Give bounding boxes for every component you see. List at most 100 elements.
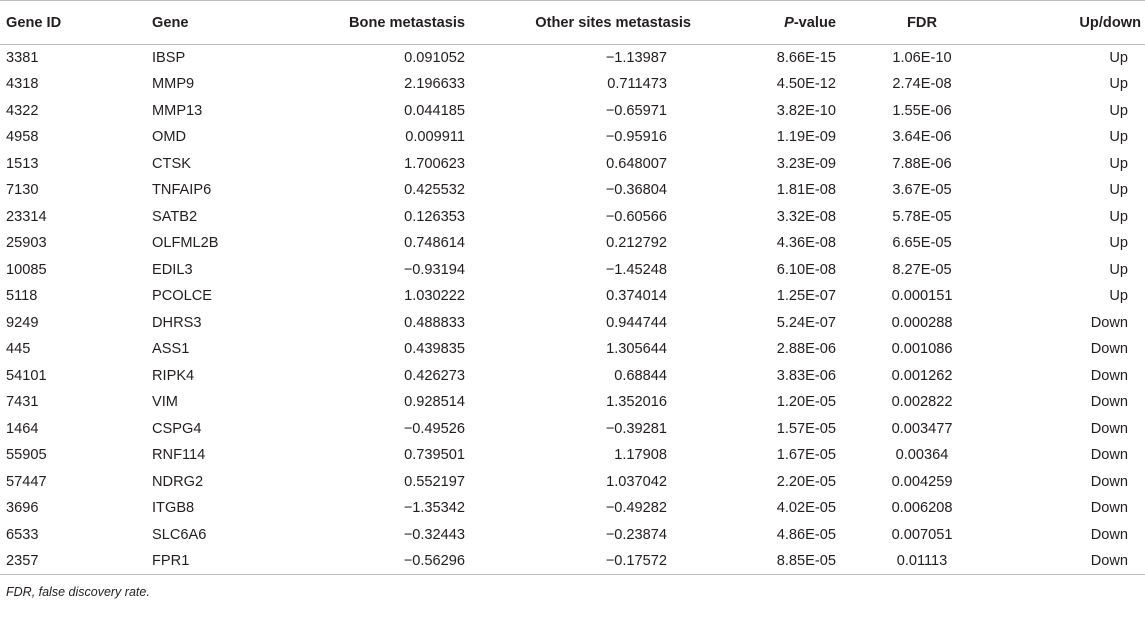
cell-gene-id: 4958 (6, 129, 39, 146)
cell-gene: DHRS3 (152, 314, 202, 331)
table-body: 3381 IBSP 0.091052 −1.13987 8.66E-15 1.06E-10… (0, 45, 1145, 575)
cell-fdr: 6.65E-05 (892, 235, 952, 252)
cell-gene: ASS1 (152, 341, 190, 358)
table-row: 54101 RIPK4 0.426273 0.68844 3.83E-06 0.00126… (0, 363, 1145, 390)
table-row: 23314 SATB2 0.126353 −0.60566 3.32E-08 5.78E-… (0, 204, 1145, 231)
cell-other-sites-metastasis: 0.944744 (606, 314, 667, 331)
cell-up-down: Down (1090, 500, 1128, 517)
cell-bone-metastasis: 0.739501 (404, 447, 465, 464)
cell-bone-metastasis: −0.32443 (403, 526, 465, 543)
cell-up-down: Down (1090, 367, 1128, 384)
cell-bone-metastasis: 1.030222 (404, 288, 465, 305)
table-row: 55905 RNF114 0.739501 1.17908 1.67E-05 0.0036… (0, 442, 1145, 469)
cell-gene: RIPK4 (152, 367, 195, 384)
cell-up-down: Up (1109, 235, 1128, 252)
table-row: 25903 OLFML2B 0.748614 0.212792 4.36E-08 6.65… (0, 230, 1145, 257)
cell-gene-id: 23314 (6, 208, 47, 225)
cell-gene-id: 9249 (6, 314, 39, 331)
cell-gene: NDRG2 (152, 473, 204, 490)
cell-bone-metastasis: 0.928514 (404, 394, 465, 411)
cell-gene-id: 2357 (0, 548, 146, 575)
cell-gene: RNF114 (152, 447, 206, 464)
cell-fdr: 8.27E-05 (892, 261, 952, 278)
cell-other-sites-metastasis: 1.305644 (606, 341, 667, 358)
table-row: 445 ASS1 0.439835 1.305644 2.88E-06 0.001086 D… (0, 336, 1145, 363)
cell-other-sites-metastasis: −0.49282 (605, 500, 667, 517)
cell-fdr: 7.88E-06 (892, 155, 952, 172)
cell-other-sites-metastasis: 0.711473 (607, 76, 667, 93)
header-fdr: FDR (847, 0, 997, 45)
header-gene: Gene (146, 0, 258, 45)
cell-p-value: 8.85E-05 (711, 548, 847, 575)
cell-p-value: 1.20E-05 (776, 394, 836, 411)
cell-bone-metastasis: −1.35342 (403, 500, 465, 517)
cell-gene-id: 1513 (6, 155, 39, 172)
cell-fdr: 3.64E-06 (892, 129, 952, 146)
cell-up-down: Down (1090, 341, 1128, 358)
cell-gene-id: 445 (6, 341, 31, 358)
cell-gene: EDIL3 (152, 261, 193, 278)
cell-gene-id: 5118 (6, 288, 38, 305)
cell-fdr: 2.74E-08 (892, 76, 952, 93)
cell-gene-id: 3381 (6, 50, 39, 66)
cell-bone-metastasis: −0.56296 (258, 548, 481, 575)
cell-gene-id: 4318 (6, 76, 39, 93)
table-row: 4958 OMD 0.009911 −0.95916 1.19E-09 3.64E-06 U… (0, 124, 1145, 151)
cell-fdr: 5.78E-05 (892, 208, 952, 225)
cell-gene: CTSK (152, 155, 191, 172)
cell-bone-metastasis: 2.196633 (404, 76, 465, 93)
table-header-row: Gene ID Gene Bone metastasis Other sites… (0, 0, 1145, 45)
cell-other-sites-metastasis: −1.45248 (605, 261, 667, 278)
cell-bone-metastasis: 0.091052 (404, 50, 465, 66)
cell-bone-metastasis: 0.044185 (404, 102, 465, 119)
cell-fdr: 0.003477 (891, 420, 953, 437)
table-row: 6533 SLC6A6 −0.32443 −0.23874 4.86E-05 0.0070… (0, 522, 1145, 549)
cell-gene-id: 6533 (6, 526, 39, 543)
cell-gene: FPR1 (146, 548, 258, 575)
cell-fdr: 0.01113 (847, 548, 997, 575)
cell-p-value: 5.24E-07 (776, 314, 836, 331)
cell-other-sites-metastasis: −0.36804 (605, 182, 667, 199)
cell-gene: MMP9 (152, 76, 195, 93)
cell-p-value: 1.57E-05 (776, 420, 836, 437)
cell-gene: VIM (152, 394, 178, 411)
header-p-letter: P (784, 14, 794, 31)
cell-fdr: 3.67E-05 (892, 182, 952, 199)
cell-p-value: 4.02E-05 (776, 500, 836, 517)
cell-other-sites-metastasis: 1.17908 (614, 447, 667, 464)
cell-gene: OMD (152, 129, 187, 146)
cell-other-sites-metastasis: 0.212792 (606, 235, 667, 252)
cell-gene: TNFAIP6 (152, 182, 212, 199)
cell-p-value: 3.82E-10 (776, 102, 836, 119)
header-gene-id: Gene ID (0, 0, 146, 45)
cell-p-value: 4.36E-08 (776, 235, 836, 252)
cell-p-value: 1.19E-09 (776, 129, 836, 146)
cell-p-value: 8.66E-15 (776, 50, 836, 66)
cell-other-sites-metastasis: 0.648007 (606, 155, 667, 172)
cell-p-value: 3.83E-06 (776, 367, 836, 384)
cell-other-sites-metastasis: −0.60566 (605, 208, 667, 225)
cell-gene: SATB2 (152, 208, 198, 225)
cell-fdr: 0.00364 (895, 447, 949, 464)
cell-other-sites-metastasis: −0.65971 (605, 102, 667, 119)
cell-other-sites-metastasis: 0.374014 (606, 288, 667, 305)
header-p-suffix: -value (793, 14, 836, 31)
table-row: 57447 NDRG2 0.552197 1.037042 2.20E-05 0.0042… (0, 469, 1145, 496)
cell-gene-id: 25903 (6, 235, 47, 252)
cell-bone-metastasis: 0.439835 (404, 341, 465, 358)
cell-up-down: Down (1090, 314, 1128, 331)
cell-up-down: Up (1109, 155, 1128, 172)
cell-other-sites-metastasis: −0.17572 (481, 548, 711, 575)
table-row: 10085 EDIL3 −0.93194 −1.45248 6.10E-08 8.27E-… (0, 257, 1145, 284)
cell-fdr: 0.002822 (891, 394, 953, 411)
cell-fdr: 0.001262 (891, 367, 953, 384)
cell-up-down: Up (1109, 261, 1128, 278)
cell-up-down: Up (1109, 50, 1128, 66)
cell-p-value: 6.10E-08 (776, 261, 836, 278)
cell-p-value: 2.88E-06 (776, 341, 836, 358)
cell-other-sites-metastasis: −1.13987 (605, 50, 667, 66)
table-row: 7431 VIM 0.928514 1.352016 1.20E-05 0.002822 D… (0, 389, 1145, 416)
cell-up-down: Up (1109, 182, 1128, 199)
cell-bone-metastasis: 0.552197 (404, 473, 465, 490)
cell-gene: OLFML2B (152, 235, 219, 252)
